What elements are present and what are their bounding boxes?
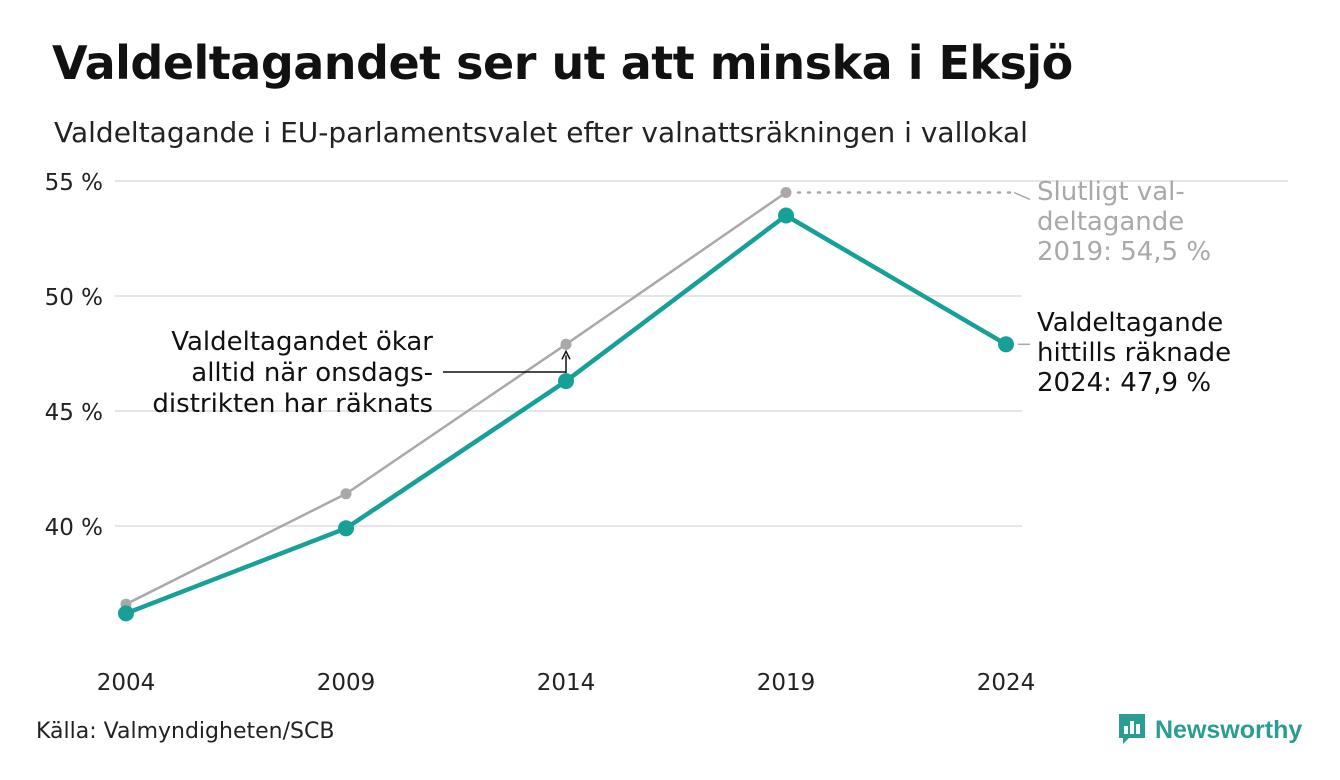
data-point-slutligt xyxy=(780,187,792,198)
arrow-icon xyxy=(561,349,571,360)
x-tick-label: 2009 xyxy=(317,670,376,696)
chart-title: Valdeltagandet ser ut att minska i Eksjö xyxy=(52,36,1073,90)
data-point-valnatt xyxy=(778,207,794,224)
data-point-slutligt xyxy=(560,338,572,350)
valnatt-label-line: 2024: 47,9 % xyxy=(1037,368,1211,398)
y-tick-label: 40 % xyxy=(45,515,103,541)
x-tick-label: 2019 xyxy=(757,670,816,696)
note-line: distrikten har räknats xyxy=(152,389,433,419)
y-tick-label: 50 % xyxy=(45,285,103,311)
chart-subtitle: Valdeltagande i EU-parlamentsvalet efter… xyxy=(54,116,1028,149)
brand-name: Newsworthy xyxy=(1155,715,1303,744)
slutligt-label-line: Slutligt val- xyxy=(1037,177,1185,207)
slutligt-label-line: 2019: 54,5 % xyxy=(1037,237,1211,267)
series xyxy=(118,187,1014,622)
series-line-slutligt xyxy=(125,191,787,606)
x-tick-label: 2004 xyxy=(97,670,156,696)
bar-chart-speech-bubble-icon xyxy=(1117,712,1147,748)
x-tick-label: 2024 xyxy=(977,670,1036,696)
data-point-valnatt xyxy=(118,605,134,622)
y-axis-ticks: 40 % 45 % 50 % 55 % xyxy=(45,170,103,541)
source-note: Källa: Valmyndigheten/SCB xyxy=(36,719,335,744)
data-point-slutligt xyxy=(340,488,352,500)
data-point-valnatt xyxy=(558,373,574,390)
brand-logo: Newsworthy xyxy=(1117,712,1302,748)
label-connector xyxy=(1013,191,1031,201)
y-tick-label: 45 % xyxy=(45,400,103,426)
y-tick-label: 55 % xyxy=(45,170,103,196)
note-line: Valdeltagandet ökar xyxy=(171,327,433,357)
data-point-valnatt xyxy=(338,520,354,537)
x-tick-label: 2014 xyxy=(537,670,596,696)
note-line: alltid när onsdags- xyxy=(191,358,433,388)
gridlines xyxy=(115,180,1288,527)
valnatt-label-line: Valdeltagande xyxy=(1037,308,1223,338)
slutligt-label-line: deltagande xyxy=(1037,207,1184,237)
valnatt-label-line: hittills räknade xyxy=(1037,338,1231,368)
data-point-valnatt xyxy=(998,336,1014,353)
x-axis-ticks: 2004 2009 2014 2019 2024 xyxy=(97,670,1036,696)
